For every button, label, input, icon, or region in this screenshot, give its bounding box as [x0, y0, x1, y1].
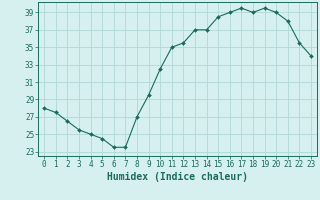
X-axis label: Humidex (Indice chaleur): Humidex (Indice chaleur) [107, 172, 248, 182]
